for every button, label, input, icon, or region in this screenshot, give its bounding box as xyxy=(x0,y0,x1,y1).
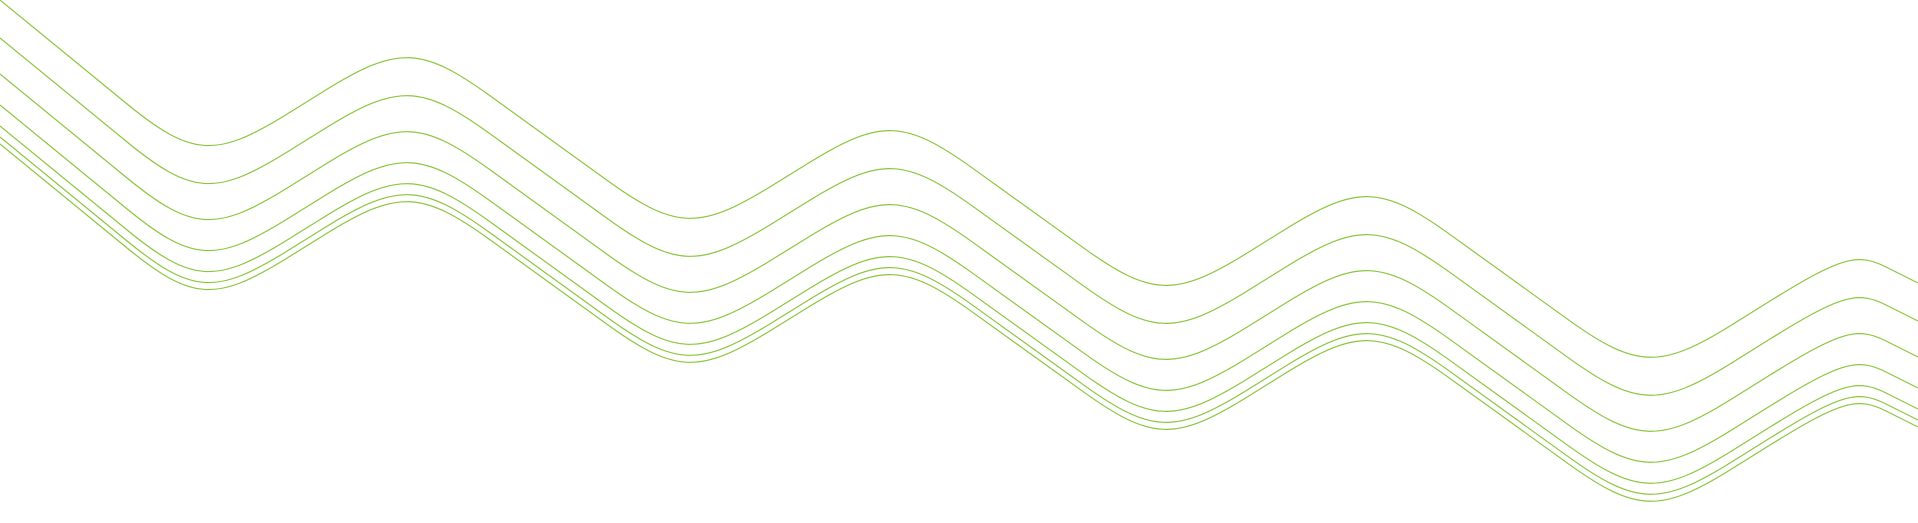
wave-line-1 xyxy=(0,0,1918,358)
wave-line-2 xyxy=(0,37,1918,396)
wave-line-7 xyxy=(0,143,1918,502)
wave-line-3 xyxy=(0,73,1918,432)
wave-line-6 xyxy=(0,136,1918,495)
wave-line-5 xyxy=(0,125,1918,484)
wave-line-4 xyxy=(0,104,1918,463)
